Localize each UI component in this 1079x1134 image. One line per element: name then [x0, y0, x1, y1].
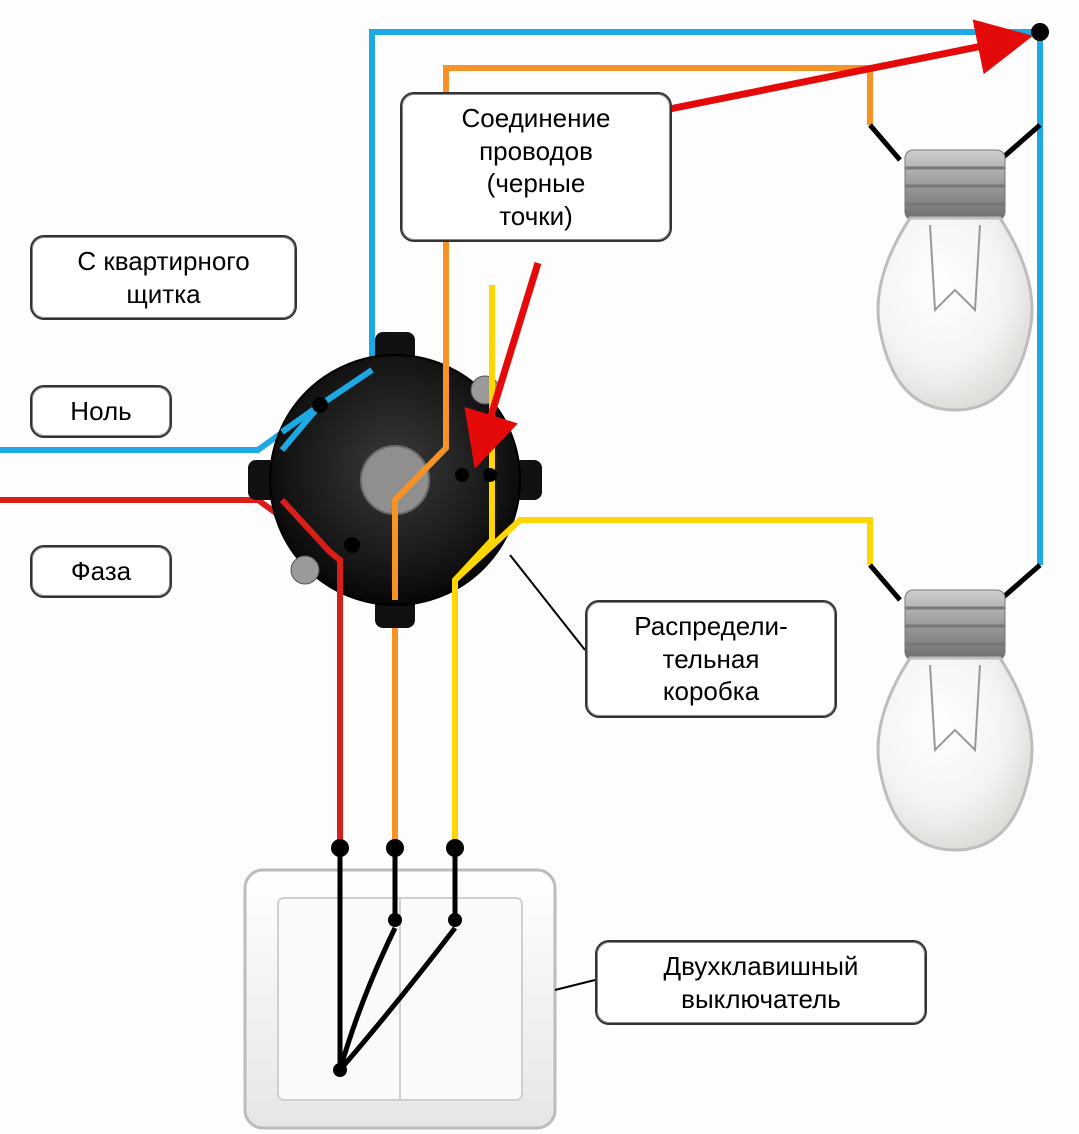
conn-node [483, 468, 497, 482]
label-connections: Соединениепроводов(черныеточки) [400, 92, 672, 242]
label-neutral: Ноль [30, 385, 172, 438]
double-switch [245, 839, 555, 1128]
conn-node [455, 468, 469, 482]
conn-node [1031, 23, 1049, 41]
label-switch: Двухклавишныйвыключатель [595, 940, 927, 1025]
conn-node [344, 537, 360, 553]
label-panel: С квартирногощитка [30, 235, 297, 320]
junction-box [248, 332, 542, 628]
label-phase: Фаза [30, 545, 172, 598]
conn-node [312, 397, 328, 413]
label-junction-box: Распредели-тельнаякоробка [585, 600, 837, 718]
leader-jbox [510, 555, 585, 650]
bulb-1 [878, 150, 1032, 410]
wiring-diagram: С квартирногощитка Ноль Фаза Соединениеп… [0, 0, 1079, 1134]
leader-switch [555, 980, 595, 990]
bulb-2 [878, 590, 1032, 850]
